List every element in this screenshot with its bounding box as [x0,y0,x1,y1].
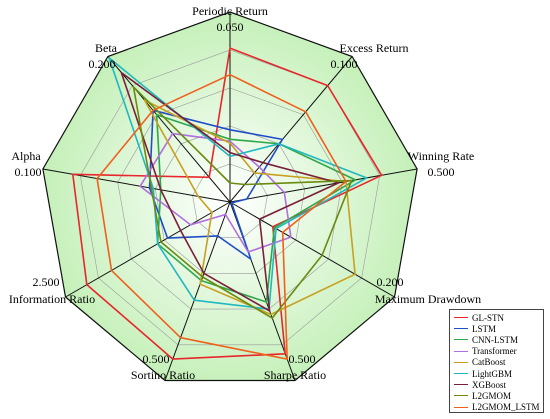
axis-max-label-2: 0.500 [428,165,455,179]
legend-label: GL-STN [472,312,504,323]
legend-swatch [454,384,468,386]
legend-item: L2GMOM_LSTM [454,402,540,413]
axis-label-maximum-drawdown: Maximum Drawdown [375,292,481,306]
legend-label: LSTM [472,323,497,334]
legend-item: LSTM [454,323,539,334]
legend-item: CatBoost [454,357,539,368]
grid-ring-4 [79,49,381,346]
legend-label: L2GMOM [472,390,512,401]
legend-item: LightGBM [454,368,539,379]
series-lightgbm [108,57,368,310]
legend-swatch [454,373,468,375]
grid-ring-3 [117,87,343,310]
legend-swatch [454,395,468,397]
axis-label-sortino-ratio: Sortino Ratio [131,368,195,382]
grid-ring-2 [154,125,306,274]
legend-label: CNN-LSTM [472,334,519,345]
axis-max-label-3: 0.200 [377,275,404,289]
axis-label-beta: Beta [95,41,118,55]
axis-max-label-1: 0.100 [331,57,358,71]
radar-series [72,47,383,360]
legend-item: L2GMOM [454,390,539,401]
series-gl-stn [72,47,383,360]
legend-item: GL-STN [454,312,539,323]
axis-label-information-ratio: Information Ratio [9,292,95,306]
legend-label: Transformer [472,346,517,357]
axis-max-label-8: 0.200 [89,57,116,71]
axis-label-sharpe-ratio: Sharpe Ratio [264,368,326,382]
axis-max-label-6: 2.500 [33,275,60,289]
axis-spoke-3 [229,201,395,298]
axis-max-label-5: 0.500 [143,352,170,366]
axis-max-label-0: 0.050 [217,20,244,34]
legend-item: XGBoost [454,379,539,390]
axis-label-alpha: Alpha [11,149,41,163]
legend-swatch [454,317,468,319]
legend-swatch [454,350,468,352]
legend-label: LightGBM [472,368,513,379]
axis-spoke-1 [229,56,353,203]
axis-spoke-5 [164,201,231,381]
legend-item: CNN-LSTM [454,334,539,345]
legend-swatch [454,339,468,341]
series-l2gmom [132,86,353,319]
series-catboost [143,99,356,316]
axis-label-excess-return: Excess Return [340,41,409,55]
radar-labels: Periodic Return 0.050 Excess Return 0.100 Wi… [9,4,481,382]
axis-max-label-7: 0.100 [15,165,42,179]
series-transformer [139,132,292,253]
series-l2gmom-lstm [96,73,347,360]
axis-max-label-4: 0.500 [289,352,316,366]
series-lstm [148,109,284,260]
legend-swatch [454,361,468,363]
legend-label: L2GMOM_LSTM [472,402,540,413]
legend-label: CatBoost [472,357,506,368]
axis-spoke-6 [65,201,231,298]
axis-label-periodic-return: Periodic Return [192,4,268,18]
legend-item: Transformer [454,346,539,357]
legend-swatch [454,328,468,330]
axis-spoke-2 [229,168,418,203]
axis-label-winning-rate: Winning Rate [408,149,475,163]
legend-swatch [454,406,468,408]
legend-label: XGBoost [472,379,507,390]
legend: GL-STN LSTM CNN-LSTM Transformer CatBoost Lig… [449,309,544,413]
